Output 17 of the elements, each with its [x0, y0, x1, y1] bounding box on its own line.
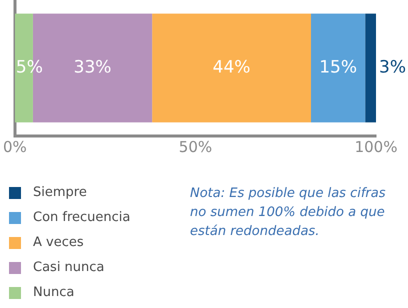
legend-label: A veces — [33, 235, 84, 250]
bar — [152, 14, 311, 122]
bar — [311, 14, 366, 122]
text: Nota: Es posible que las cifras no sumen 100% debido a que están redondeadas. — [190, 185, 386, 241]
bar — [365, 14, 376, 122]
x-tick-label: 0% — [3, 138, 27, 156]
x-tick-label: 50% — [178, 138, 212, 156]
data-label: 15% — [319, 57, 357, 78]
data-label: 33% — [74, 57, 112, 78]
data-label: 3% — [379, 57, 406, 78]
legend-label: Siempre — [33, 185, 87, 200]
legend-label: Casi nunca — [33, 260, 104, 275]
x-tick-label: 100% — [354, 138, 398, 156]
legend-label: Con frecuencia — [33, 210, 130, 225]
legend-label: Nunca — [33, 285, 74, 300]
data-label: 44% — [212, 57, 250, 78]
data-label: 5% — [16, 57, 43, 78]
